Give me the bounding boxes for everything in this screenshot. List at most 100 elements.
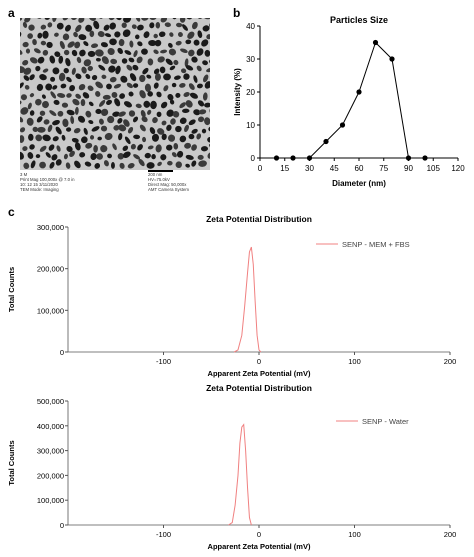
nanoparticle bbox=[197, 154, 204, 160]
nanoparticle bbox=[55, 159, 62, 166]
nanoparticle bbox=[122, 151, 131, 158]
x-tick-label: 0 bbox=[258, 164, 263, 173]
chart-title: Particles Size bbox=[330, 15, 388, 25]
nanoparticle bbox=[148, 40, 157, 47]
nanoparticle bbox=[149, 18, 157, 21]
y-tick-label: 100,000 bbox=[37, 306, 64, 315]
nanoparticle bbox=[191, 160, 197, 167]
nanoparticle bbox=[153, 33, 158, 39]
nanoparticle bbox=[157, 56, 165, 63]
nanoparticle bbox=[100, 145, 108, 153]
nanoparticle bbox=[98, 18, 104, 19]
nanoparticle bbox=[124, 136, 131, 145]
nanoparticle bbox=[139, 74, 146, 83]
nanoparticle bbox=[109, 22, 117, 30]
nanoparticle bbox=[150, 100, 157, 110]
nanoparticle bbox=[20, 116, 24, 123]
nanoparticle bbox=[35, 134, 43, 142]
nanoparticle bbox=[88, 18, 96, 21]
nanoparticle bbox=[64, 24, 71, 32]
nanoparticle bbox=[191, 56, 198, 63]
data-point bbox=[339, 122, 346, 128]
x-tick-label: 100 bbox=[348, 530, 361, 539]
nanoparticle bbox=[122, 29, 131, 38]
nanoparticle bbox=[147, 109, 152, 115]
y-tick-label: 0 bbox=[60, 348, 64, 357]
nanoparticle bbox=[166, 109, 174, 117]
nanoparticle bbox=[179, 18, 186, 23]
nanoparticle bbox=[35, 18, 42, 19]
nanoparticle bbox=[69, 84, 76, 92]
nanoparticle bbox=[61, 134, 66, 141]
nanoparticle bbox=[20, 151, 24, 160]
nanoparticle bbox=[127, 163, 135, 169]
nanoparticle bbox=[102, 94, 111, 100]
nanoparticle bbox=[63, 67, 69, 74]
nanoparticle bbox=[157, 161, 162, 167]
nanoparticle bbox=[197, 100, 205, 107]
nanoparticle bbox=[179, 135, 187, 143]
x-tick-label: 0 bbox=[257, 530, 261, 539]
nanoparticle bbox=[39, 161, 46, 169]
nanoparticle bbox=[146, 162, 155, 169]
y-tick-label: 0 bbox=[251, 154, 256, 163]
scale-bar bbox=[148, 170, 173, 172]
nanoparticle bbox=[85, 24, 93, 32]
nanoparticle bbox=[187, 31, 195, 39]
y-tick-label: 400,000 bbox=[37, 422, 64, 431]
nanoparticle bbox=[202, 25, 210, 32]
nanoparticle bbox=[106, 83, 112, 90]
nanoparticle bbox=[36, 116, 43, 123]
nanoparticle bbox=[57, 93, 66, 98]
nanoparticle bbox=[177, 32, 183, 38]
data-point bbox=[273, 155, 280, 161]
y-axis-label: Intensity (%) bbox=[233, 68, 242, 116]
nanoparticle bbox=[169, 65, 176, 71]
nanoparticle bbox=[128, 57, 135, 63]
nanoparticle bbox=[90, 153, 97, 161]
caption-right-line: Direct Mag: 50,000x bbox=[148, 182, 187, 187]
nanoparticle bbox=[208, 126, 210, 132]
nanoparticle bbox=[33, 48, 41, 54]
nanoparticle bbox=[109, 76, 117, 83]
nanoparticle bbox=[80, 98, 86, 107]
nanoparticle bbox=[131, 24, 137, 29]
nanoparticle bbox=[176, 22, 183, 28]
nanoparticle bbox=[115, 65, 121, 75]
nanoparticle bbox=[200, 146, 209, 152]
nanoparticle bbox=[79, 152, 86, 158]
nanoparticle bbox=[59, 40, 65, 50]
nanoparticle bbox=[157, 128, 165, 135]
nanoparticle bbox=[40, 24, 47, 30]
nanoparticle bbox=[52, 119, 60, 126]
nanoparticle bbox=[29, 110, 35, 116]
x-tick-label: 100 bbox=[348, 357, 361, 366]
zeta-potential-chart-water: Zeta Potential Distribution 0 100,000 200,0… bbox=[7, 383, 456, 551]
data-point bbox=[372, 39, 379, 46]
data-point bbox=[356, 89, 362, 95]
caption-right-line: 200 nm bbox=[148, 172, 163, 177]
nanoparticle bbox=[106, 99, 113, 105]
nanoparticle bbox=[188, 49, 195, 57]
nanoparticle bbox=[81, 66, 87, 74]
nanoparticle bbox=[27, 152, 34, 159]
nanoparticle bbox=[28, 133, 34, 141]
nanoparticle bbox=[118, 111, 126, 117]
nanoparticle bbox=[151, 154, 156, 160]
nanoparticle bbox=[66, 127, 72, 132]
panel-label-c: c bbox=[8, 205, 15, 219]
tem-image bbox=[20, 18, 210, 170]
nanoparticle bbox=[128, 110, 136, 117]
x-axis-label: Apparent Zeta Potential (mV) bbox=[208, 369, 311, 378]
data-point bbox=[405, 155, 412, 161]
nanoparticle bbox=[104, 132, 113, 141]
nanoparticle bbox=[191, 21, 198, 30]
x-tick-label: 15 bbox=[280, 164, 289, 173]
nanoparticle bbox=[206, 67, 210, 73]
x-tick-label: 30 bbox=[305, 164, 314, 173]
nanoparticle bbox=[160, 154, 167, 161]
x-tick-label: -100 bbox=[156, 357, 171, 366]
nanoparticle bbox=[58, 72, 66, 82]
nanoparticle bbox=[50, 91, 57, 99]
nanoparticle bbox=[183, 91, 190, 97]
